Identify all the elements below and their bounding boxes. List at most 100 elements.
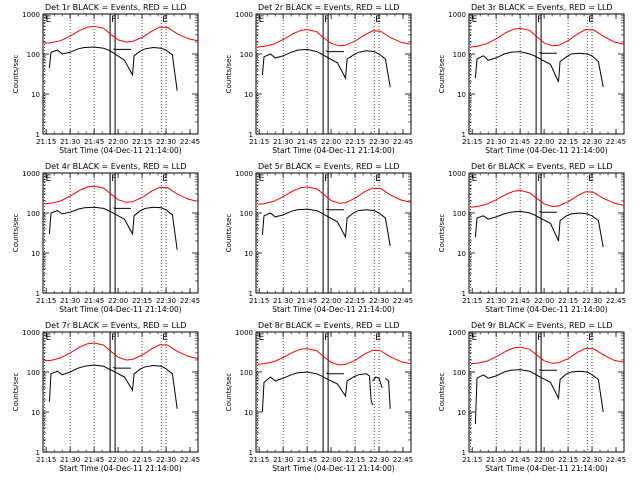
y-tick-label: 100: [27, 51, 40, 59]
panel-det-8: Det 8r BLACK = Events, RED = LLD 1 10 100 10…: [225, 321, 413, 473]
events-series-line: [261, 371, 370, 413]
x-tick-label: 21:30: [273, 456, 293, 464]
y-tick-label: 100: [453, 210, 466, 218]
y-tick-label: 100: [453, 369, 466, 377]
events-series-line: [113, 366, 131, 369]
x-tick-label: 22:45: [606, 297, 626, 305]
events-series-line: [372, 376, 383, 389]
x-tick-label: 21:45: [510, 297, 530, 305]
x-tick-label: 22:00: [534, 456, 554, 464]
panel-det-1: Det 1r BLACK = Events, RED = LLD 1 10 100 10…: [12, 3, 200, 155]
x-tick-label: 21:15: [36, 456, 56, 464]
y-tick-label: 1: [462, 131, 466, 139]
x-tick-label: 21:45: [297, 456, 317, 464]
panel-det-3: Det 3r BLACK = Events, RED = LLD 1 10 100 10…: [438, 3, 626, 155]
marker-label: E: [46, 15, 52, 25]
x-tick-label: 21:15: [249, 297, 269, 305]
marker-label: F: [111, 15, 116, 25]
y-tick-label: 10: [457, 409, 466, 417]
marker-label: E: [46, 174, 52, 184]
marker-label: F: [324, 174, 329, 184]
y-tick-label: 1000: [235, 329, 253, 337]
x-tick-label: 22:15: [345, 297, 365, 305]
y-tick-label: 10: [457, 250, 466, 258]
x-tick-label: 21:30: [273, 297, 293, 305]
plot-frame: [468, 13, 625, 135]
panel-title: Det 1r BLACK = Events, RED = LLD: [45, 3, 187, 12]
x-tick-label: 22:15: [132, 138, 152, 146]
marker-label: E: [162, 15, 168, 25]
x-tick-label: 22:30: [369, 297, 389, 305]
events-series-line: [113, 48, 131, 50]
y-tick-label: 10: [31, 409, 40, 417]
marker-label: E: [259, 15, 265, 25]
x-tick-label: 21:45: [510, 456, 530, 464]
panel-title: Det 9r BLACK = Events, RED = LLD: [471, 321, 613, 330]
plot-frame: [42, 172, 199, 294]
x-axis-label: Start Time (04-Dec-11 21:14:00): [485, 305, 607, 314]
marker-label: E: [588, 333, 594, 343]
panel-title: Det 4r BLACK = Events, RED = LLD: [45, 162, 187, 171]
x-tick-label: 21:30: [486, 297, 506, 305]
panel-det-6: Det 6r BLACK = Events, RED = LLD 1 10 100 10…: [438, 162, 626, 314]
marker-label: F: [537, 15, 542, 25]
panel-title: Det 2r BLACK = Events, RED = LLD: [258, 3, 400, 12]
marker-label: E: [162, 174, 168, 184]
panel-title: Det 5r BLACK = Events, RED = LLD: [258, 162, 400, 171]
marker-label: F: [111, 333, 116, 343]
x-tick-label: 21:15: [36, 138, 56, 146]
marker-label: E: [588, 174, 594, 184]
plot-frame: [468, 331, 625, 453]
y-tick-label: 100: [240, 369, 253, 377]
events-series-line: [539, 210, 557, 213]
events-series-line: [474, 210, 604, 248]
lld-series-line: [44, 185, 198, 205]
x-tick-label: 22:30: [582, 456, 602, 464]
x-tick-label: 22:00: [534, 297, 554, 305]
marker-label: E: [259, 174, 265, 184]
x-tick-label: 21:15: [249, 138, 269, 146]
y-tick-label: 1000: [22, 11, 40, 19]
events-series-line: [474, 51, 604, 88]
x-tick-label: 22:00: [108, 138, 128, 146]
x-tick-label: 22:30: [156, 456, 176, 464]
x-tick-label: 21:30: [486, 456, 506, 464]
marker-label: E: [162, 333, 168, 343]
plot-frame: [42, 13, 199, 135]
events-series-line: [113, 207, 131, 209]
lld-series-line: [44, 25, 198, 44]
y-axis-label: Counts/sec: [225, 373, 233, 412]
x-tick-label: 21:30: [60, 456, 80, 464]
y-tick-label: 100: [240, 51, 253, 59]
panel-det-7: Det 7r BLACK = Events, RED = LLD 1 10 100 10…: [12, 321, 200, 473]
events-series-line: [48, 206, 178, 250]
y-tick-label: 1: [249, 290, 253, 298]
y-tick-label: 100: [27, 210, 40, 218]
events-series-line: [261, 208, 391, 247]
lld-series-line: [257, 348, 411, 366]
x-tick-label: 22:00: [108, 297, 128, 305]
events-series-line: [539, 369, 557, 371]
y-tick-label: 1: [249, 131, 253, 139]
x-tick-label: 22:30: [156, 138, 176, 146]
y-axis-label: Counts/sec: [12, 373, 20, 412]
y-tick-label: 10: [244, 250, 253, 258]
x-tick-label: 22:45: [606, 138, 626, 146]
x-tick-label: 22:15: [558, 138, 578, 146]
x-tick-label: 22:15: [132, 456, 152, 464]
marker-label: E: [46, 333, 52, 343]
x-tick-label: 21:45: [510, 138, 530, 146]
marker-label: F: [537, 333, 542, 343]
marker-label: F: [324, 333, 329, 343]
plot-frame: [42, 331, 199, 453]
x-tick-label: 22:15: [558, 297, 578, 305]
y-tick-label: 1: [249, 449, 253, 457]
y-tick-label: 1: [462, 290, 466, 298]
x-tick-label: 21:15: [462, 297, 482, 305]
x-tick-label: 22:15: [345, 138, 365, 146]
y-tick-label: 1: [462, 449, 466, 457]
y-tick-label: 1: [36, 449, 40, 457]
x-tick-label: 22:45: [180, 456, 200, 464]
marker-label: E: [375, 174, 381, 184]
